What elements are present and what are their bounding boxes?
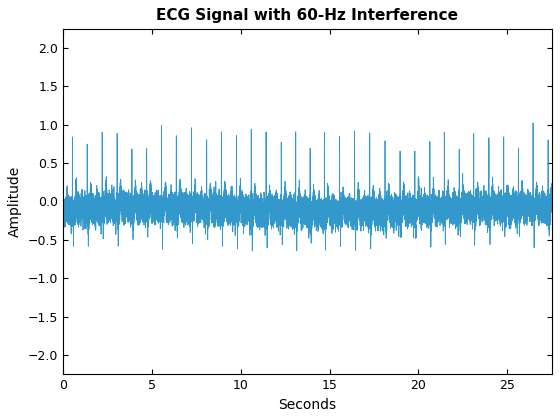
Y-axis label: Amplitude: Amplitude <box>8 166 22 237</box>
X-axis label: Seconds: Seconds <box>278 398 337 412</box>
Title: ECG Signal with 60-Hz Interference: ECG Signal with 60-Hz Interference <box>156 8 459 24</box>
